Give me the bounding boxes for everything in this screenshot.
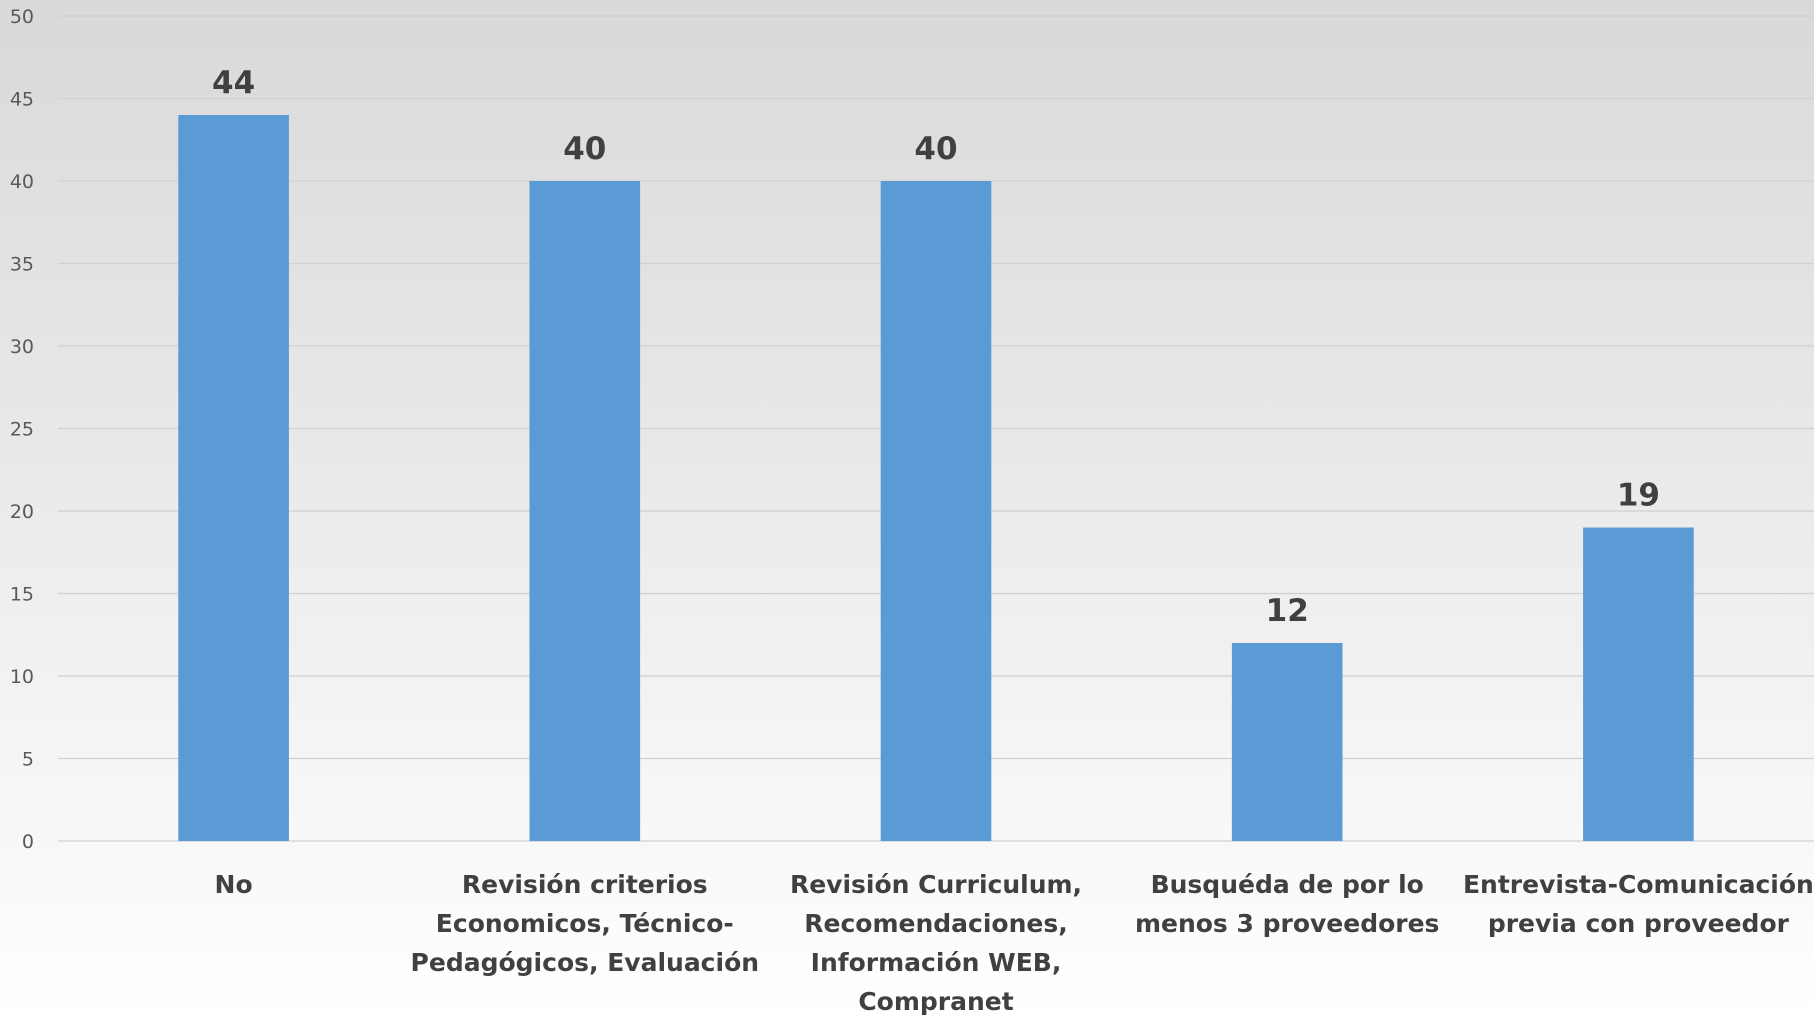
y-tick-label: 25 [10,419,34,441]
y-tick-label: 45 [10,89,34,111]
category-label: Busquéda de por lo menos 3 proveedores [1135,870,1440,938]
category-label: Entrevista-Comunicación previa con provee… [1463,870,1814,938]
bar [529,181,641,841]
y-tick-label: 0 [22,831,34,853]
y-tick-label: 40 [10,171,34,193]
bar [178,115,289,841]
category-label: Revisión Curriculum, Recomendaciones, Info… [790,870,1082,1015]
y-tick-label: 30 [10,336,34,358]
data-labels: 44 40 40 12 19 [212,65,1660,629]
category-label: No [215,870,253,899]
y-tick-label: 50 [10,6,34,28]
data-label: 19 [1617,478,1660,514]
y-tick-label: 20 [10,501,34,523]
bar [880,181,992,841]
data-label: 40 [914,131,957,167]
data-label: 40 [563,131,606,167]
category-labels: No Revisión criterios Economicos, Técnico-… [215,870,1814,1015]
data-label: 12 [1266,593,1309,629]
bar [1583,527,1694,841]
y-axis-ticks: 0 5 10 15 20 25 30 35 40 45 50 [10,6,34,853]
bar [1231,643,1343,841]
y-tick-label: 5 [22,749,34,771]
y-tick-label: 10 [10,666,34,688]
y-tick-label: 35 [10,254,34,276]
bars [178,115,1694,841]
data-label: 44 [212,65,255,101]
category-label: Revisión criterios Economicos, Técnico-Pe… [411,870,760,977]
y-tick-label: 15 [10,584,34,606]
